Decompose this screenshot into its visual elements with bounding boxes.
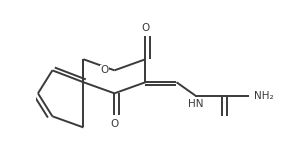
Text: NH₂: NH₂ [254,91,274,101]
Text: O: O [141,23,150,32]
Text: HN: HN [188,99,203,109]
Text: O: O [101,65,109,75]
Text: O: O [110,119,119,129]
